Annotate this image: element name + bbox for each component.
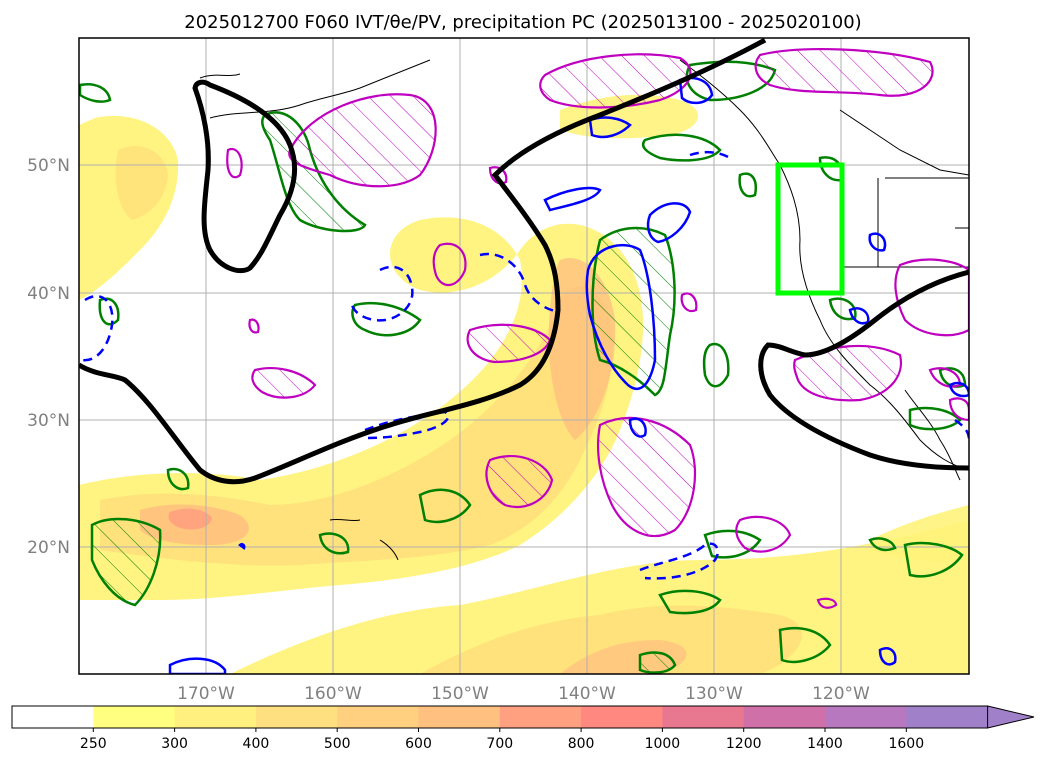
pv-contours <box>81 76 969 674</box>
lon-label-160w: 160°W <box>304 684 362 704</box>
colorbar-tick-label: 1400 <box>807 736 843 752</box>
colorbar-segment <box>337 706 419 728</box>
colorbar-segment <box>499 706 582 728</box>
colorbar: 250 300 400 500 600 700 800 1000 1200 1400 1600 <box>11 705 1035 752</box>
colorbar-tick-label: 600 <box>405 736 432 752</box>
lat-label-50n: 50°N <box>27 156 70 176</box>
colorbar-tick-label: 1600 <box>888 736 924 752</box>
colorbar-segment <box>418 706 501 728</box>
map-panel <box>79 38 969 674</box>
lat-label-40n: 40°N <box>27 284 70 304</box>
figure-title: 2025012700 F060 IVT/θe/PV, precipitation… <box>184 12 861 33</box>
colorbar-segment <box>906 706 989 728</box>
colorbar-tick-label: 800 <box>568 736 595 752</box>
map-frame <box>78 37 970 675</box>
lon-label-120w: 120°W <box>812 684 870 704</box>
colorbar-segment <box>255 706 338 728</box>
colorbar-tick-label: 500 <box>324 736 351 752</box>
lon-label-170w: 170°W <box>177 684 235 704</box>
colorbar-tick-label: 1200 <box>726 736 762 752</box>
ivt-core-west <box>168 508 212 530</box>
colorbar-segment <box>581 706 663 728</box>
lat-label-20n: 20°N <box>27 538 70 558</box>
ivt-south-core <box>420 605 802 674</box>
colorbar-segment <box>825 706 907 728</box>
colorbar-segment <box>743 706 826 728</box>
colorbar-tick-label: 400 <box>243 736 270 752</box>
colorbar-segment <box>93 706 176 728</box>
longitude-labels: 170°W 160°W 150°W 140°W 130°W 120°W <box>177 684 870 704</box>
theta-e-contours <box>79 38 969 485</box>
colorbar-segment <box>662 706 745 728</box>
precip-pc-negative-contours <box>226 48 969 609</box>
latitude-labels: 20°N 30°N 40°N 50°N <box>27 156 70 558</box>
colorbar-tick-label: 700 <box>486 736 513 752</box>
highlight-box <box>775 162 845 296</box>
colorbar-segment <box>12 706 94 728</box>
colorbar-tick-label: 250 <box>80 736 107 752</box>
colorbar-extend-arrow <box>987 705 1035 729</box>
lon-label-150w: 150°W <box>431 684 489 704</box>
colorbar-tick-label: 1000 <box>645 736 681 752</box>
lon-label-140w: 140°W <box>558 684 616 704</box>
lon-label-130w: 130°W <box>685 684 743 704</box>
ivt-plume-mid <box>100 286 613 566</box>
colorbar-segment <box>174 706 257 728</box>
colorbar-tick-label: 300 <box>161 736 188 752</box>
lat-label-30n: 30°N <box>27 411 70 431</box>
